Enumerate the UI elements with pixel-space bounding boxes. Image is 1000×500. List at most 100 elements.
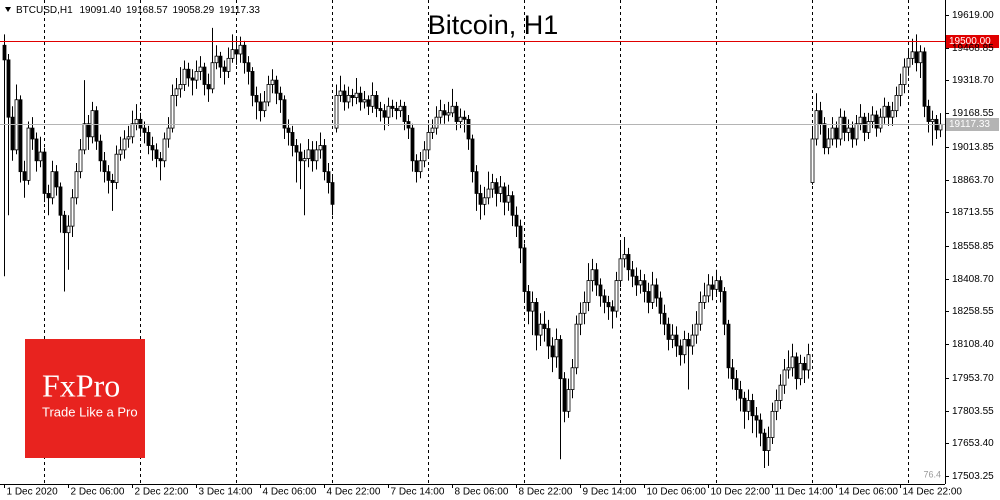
candle-body	[802, 363, 807, 371]
y-tick-label: 17503.25	[952, 471, 994, 482]
candle-body	[22, 171, 27, 181]
candle-body	[678, 345, 683, 356]
candle-body	[2, 44, 7, 61]
x-tick-label: 10 Dec 22:00	[711, 487, 771, 498]
info-high: 19168.57	[126, 5, 168, 16]
candle-body	[622, 254, 627, 260]
candle-body	[222, 66, 227, 72]
candle-body	[850, 127, 855, 140]
candle-body	[366, 99, 371, 107]
candle-body	[114, 153, 119, 183]
candle-body	[462, 116, 467, 120]
logo-brand: FxPro	[42, 367, 120, 403]
candle-body	[550, 345, 555, 358]
candle-body	[254, 94, 259, 103]
candle-body	[570, 367, 575, 390]
x-tick-label: 2 Dec 06:00	[71, 487, 125, 498]
candle-body	[322, 145, 327, 173]
candle-body	[750, 400, 755, 417]
candle-body	[582, 302, 587, 314]
candle-body	[834, 127, 839, 140]
candle-body	[158, 158, 163, 162]
x-tick-label: 1 Dec 2020	[7, 487, 59, 498]
candle-body	[922, 51, 927, 107]
candle-body	[486, 188, 491, 199]
candle-body	[586, 280, 591, 303]
candle-body	[442, 110, 447, 116]
candle-body	[146, 132, 151, 146]
candle-body	[650, 284, 655, 303]
candle-body	[794, 356, 799, 380]
candle-body	[542, 323, 547, 329]
candle-body	[534, 302, 539, 336]
candle-body	[362, 99, 367, 103]
candle-body	[182, 68, 187, 85]
corner-note: 76.4	[923, 469, 941, 479]
candle-body	[598, 284, 603, 297]
candle-body	[938, 123, 943, 131]
grid-layer	[44, 0, 909, 484]
candle-body	[414, 160, 419, 173]
candle-body	[242, 44, 247, 64]
candle-body	[902, 66, 907, 85]
candle-body	[846, 127, 851, 133]
candle-body	[66, 225, 71, 234]
overlay-layer: 19500.00 19117.33	[0, 35, 999, 131]
candle-body	[426, 132, 431, 151]
candle-body	[634, 275, 639, 286]
candle-body	[450, 105, 455, 114]
candle-body	[702, 295, 707, 303]
candle-body	[86, 123, 91, 138]
candle-body	[210, 62, 215, 90]
candle-body	[218, 55, 223, 68]
candle-body	[722, 291, 727, 325]
candle-body	[470, 138, 475, 173]
candle-body	[526, 291, 531, 312]
x-tick-label: 3 Dec 14:00	[199, 487, 253, 498]
y-tick-label: 18713.55	[952, 207, 994, 218]
candle-body	[502, 186, 507, 203]
candle-body	[398, 105, 403, 112]
candle-body	[482, 197, 487, 205]
candle-body	[478, 193, 483, 205]
candle-body	[890, 110, 895, 118]
candle-body	[214, 55, 219, 64]
candle-body	[458, 116, 463, 122]
info-open: 19091.40	[79, 5, 121, 16]
candle-body	[530, 302, 535, 312]
candle-body	[10, 116, 15, 151]
candle-body	[106, 171, 111, 181]
candle-body	[498, 186, 503, 194]
x-tick-label: 8 Dec 06:00	[455, 487, 509, 498]
candle-body	[558, 339, 563, 380]
candle-body	[626, 254, 631, 271]
candle-body	[298, 151, 303, 162]
candle-body	[818, 110, 823, 125]
candle-body	[790, 356, 795, 369]
candle-body	[150, 145, 155, 151]
candle-body	[34, 138, 39, 162]
candle-body	[386, 105, 391, 118]
y-tick-label: 18558.85	[952, 241, 994, 252]
price-label: 19117.33	[949, 119, 990, 130]
candle-body	[778, 384, 783, 401]
candle-body	[154, 149, 159, 159]
candle-body	[262, 101, 267, 112]
candle-body	[742, 397, 747, 412]
candle-body	[674, 334, 679, 347]
candle-body	[118, 149, 123, 155]
candle-body	[782, 369, 787, 386]
candle-body	[830, 127, 835, 140]
candle-body	[370, 94, 375, 107]
candle-body	[378, 108, 383, 112]
candle-body	[886, 105, 891, 118]
candle-body	[318, 145, 323, 151]
candle-body	[914, 51, 919, 64]
candle-body	[310, 149, 315, 162]
candle-body	[826, 138, 831, 149]
logo-tagline: Trade Like a Pro	[42, 404, 138, 419]
chart-title: Bitcoin, H1	[428, 10, 559, 40]
candle-body	[290, 132, 295, 146]
y-tick-label: 17653.40	[952, 438, 994, 449]
